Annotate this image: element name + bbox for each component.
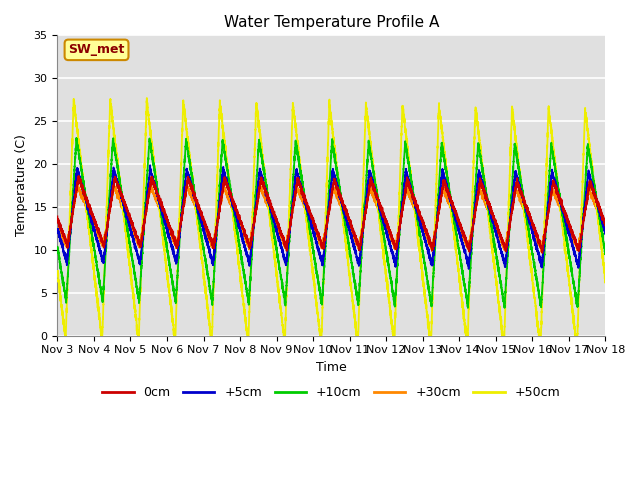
Title: Water Temperature Profile A: Water Temperature Profile A [223, 15, 439, 30]
Y-axis label: Temperature (C): Temperature (C) [15, 134, 28, 237]
Text: SW_met: SW_met [68, 43, 125, 56]
X-axis label: Time: Time [316, 361, 347, 374]
Legend: 0cm, +5cm, +10cm, +30cm, +50cm: 0cm, +5cm, +10cm, +30cm, +50cm [97, 382, 565, 405]
